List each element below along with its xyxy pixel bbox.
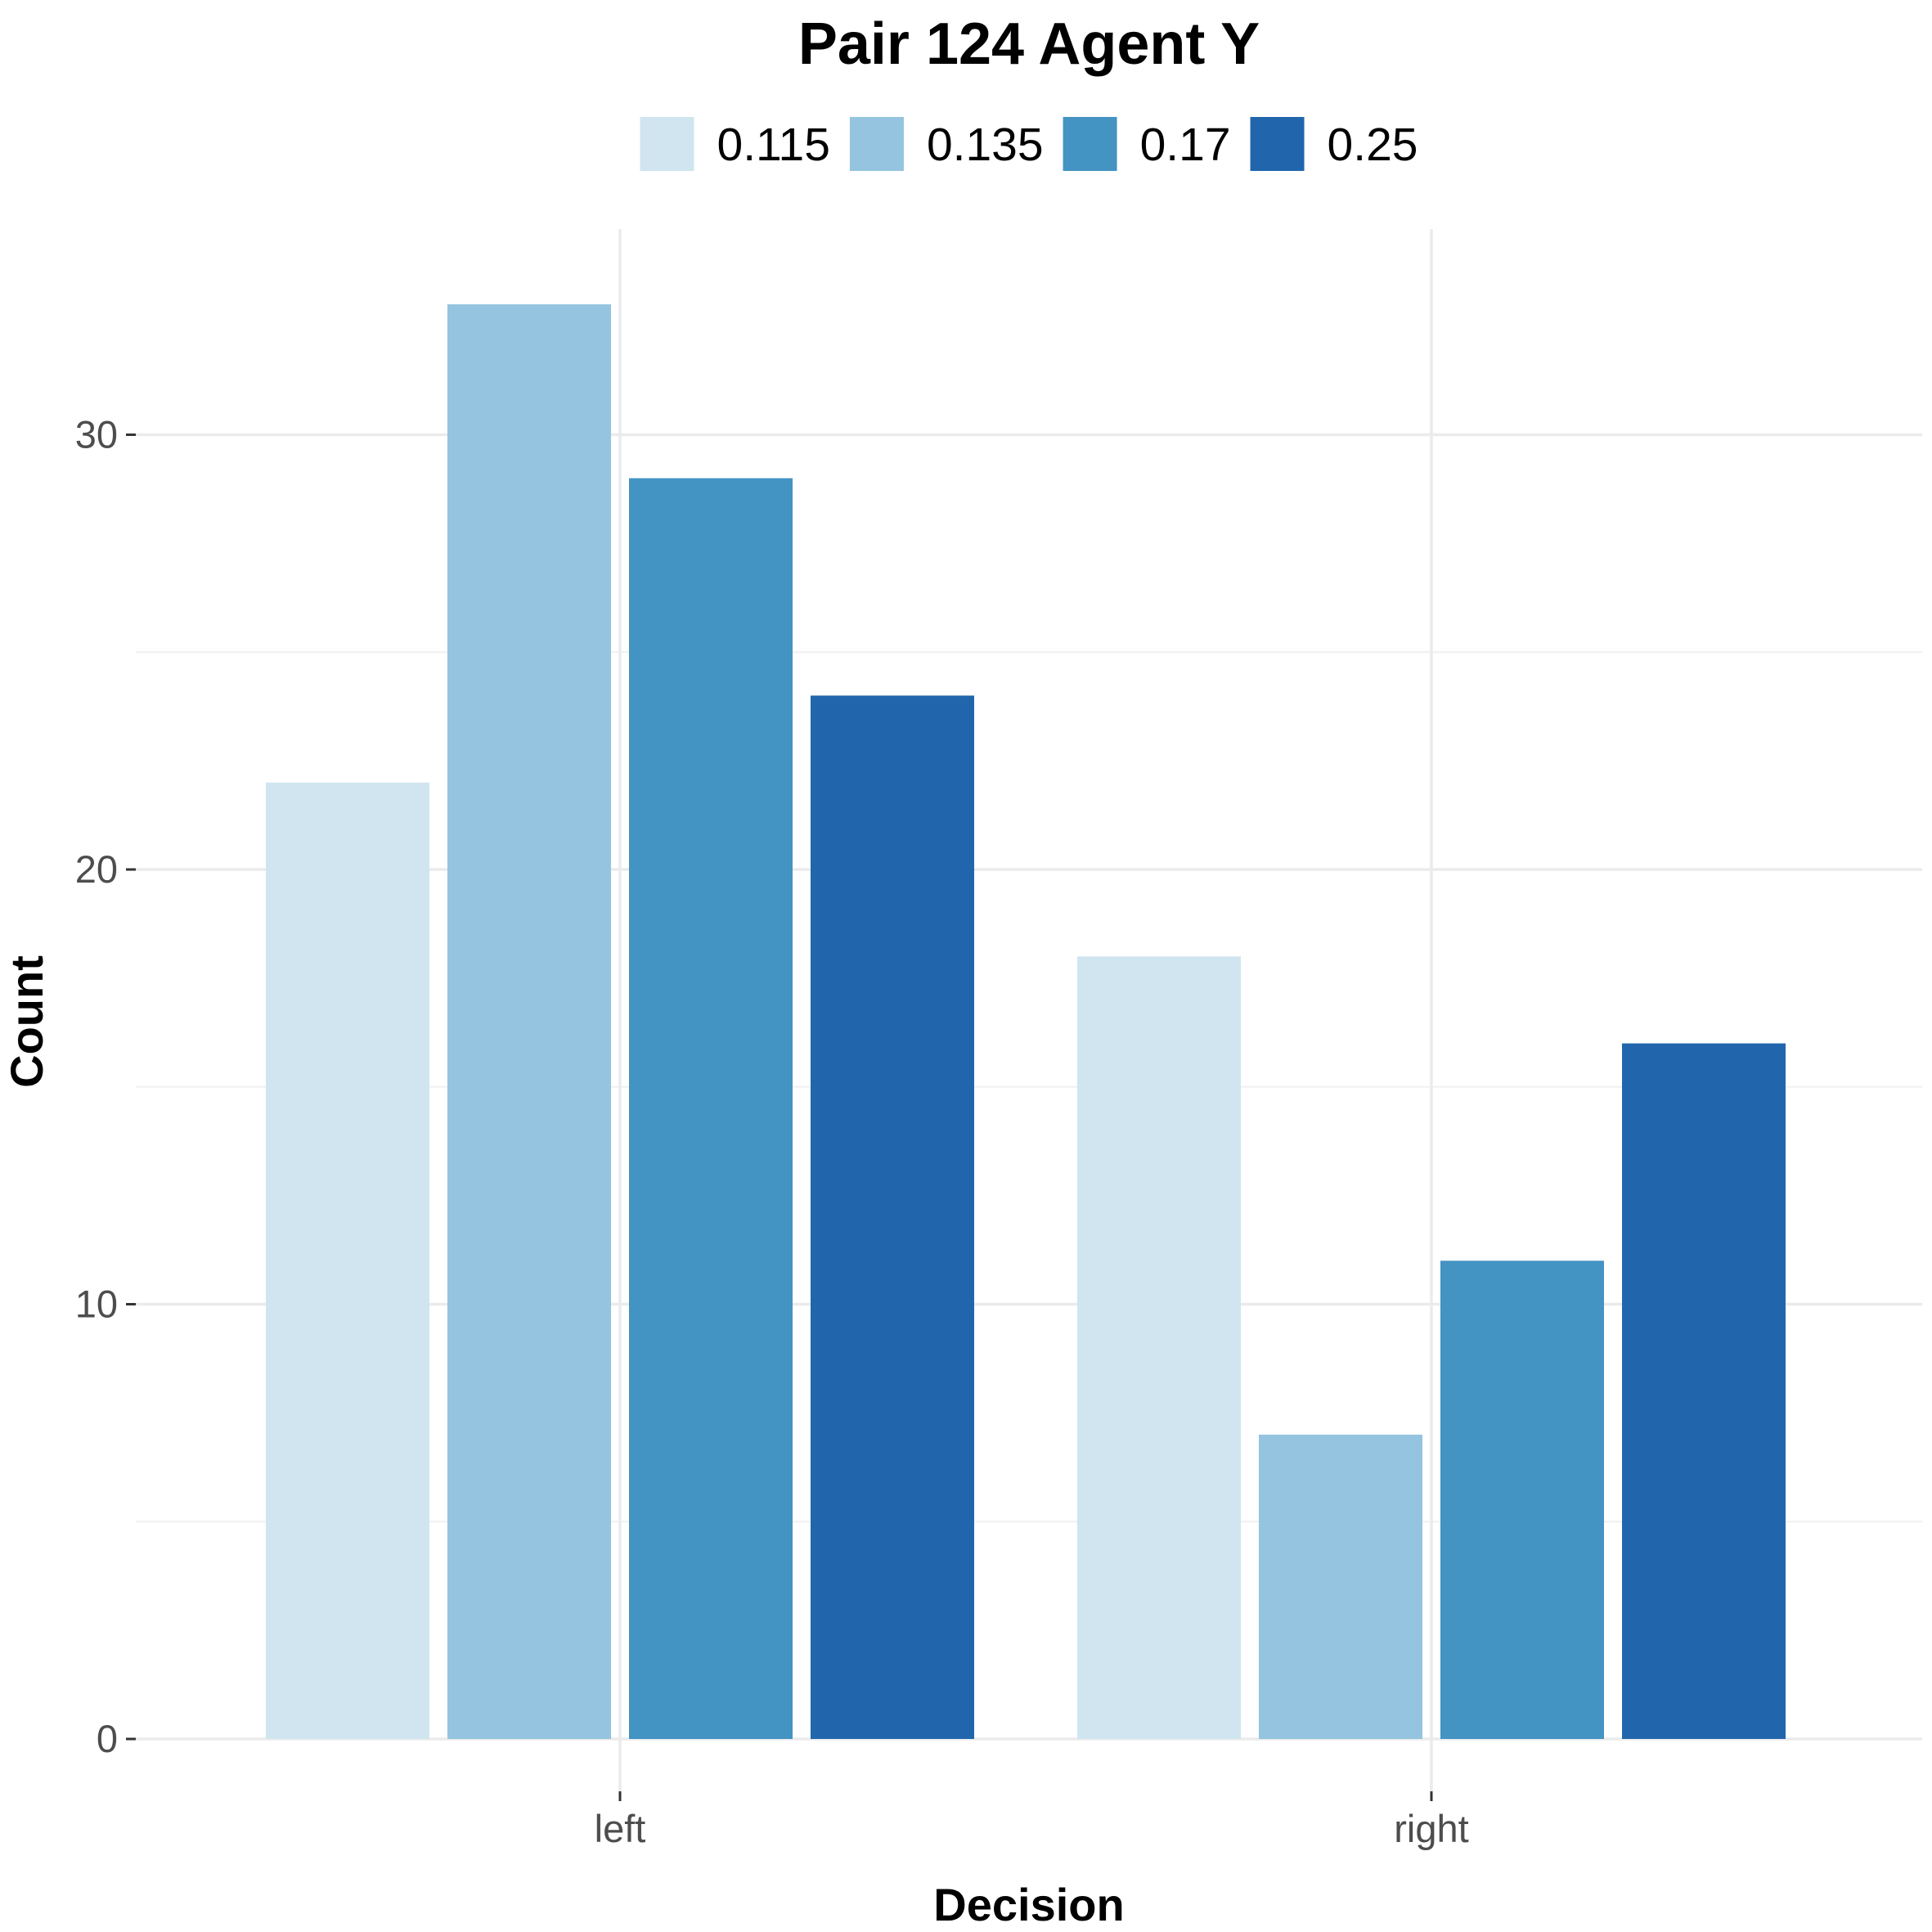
legend-key-0.115: [640, 117, 694, 171]
y-axis-title: Count: [1, 955, 52, 1088]
legend-label-0.25: 0.25: [1328, 119, 1418, 171]
bars: [266, 304, 1786, 1740]
y-tick-label: 20: [75, 847, 118, 891]
legend-label-0.115: 0.115: [717, 119, 830, 171]
y-axis: 0 10 20 30: [75, 413, 136, 1760]
legend-label-0.135: 0.135: [927, 119, 1044, 171]
legend-key-0.135: [849, 117, 904, 171]
chart-title: Pair 124 Agent Y: [798, 11, 1260, 77]
legend-key-0.17: [1063, 117, 1117, 171]
x-axis: left right: [595, 1791, 1469, 1850]
x-tick-label: left: [595, 1807, 646, 1850]
bar-right-0.135: [1259, 1434, 1422, 1739]
legend: 0.115 0.135 0.17 0.25: [640, 117, 1418, 171]
legend-key-0.25: [1250, 117, 1305, 171]
bar-left-0.135: [447, 304, 611, 1739]
y-tick-label: 10: [75, 1283, 118, 1326]
bar-right-0.17: [1440, 1260, 1604, 1739]
bar-left-0.115: [266, 782, 429, 1740]
x-tick-label: right: [1394, 1807, 1468, 1850]
gridlines: [136, 229, 1922, 1791]
y-tick-label: 0: [97, 1717, 118, 1760]
bar-right-0.25: [1622, 1043, 1786, 1739]
y-tick-label: 30: [75, 413, 118, 456]
x-axis-title: Decision: [933, 1879, 1124, 1930]
bar-right-0.115: [1077, 956, 1241, 1739]
legend-label-0.17: 0.17: [1140, 119, 1231, 171]
bar-left-0.17: [629, 478, 793, 1739]
bar-left-0.25: [811, 695, 974, 1739]
